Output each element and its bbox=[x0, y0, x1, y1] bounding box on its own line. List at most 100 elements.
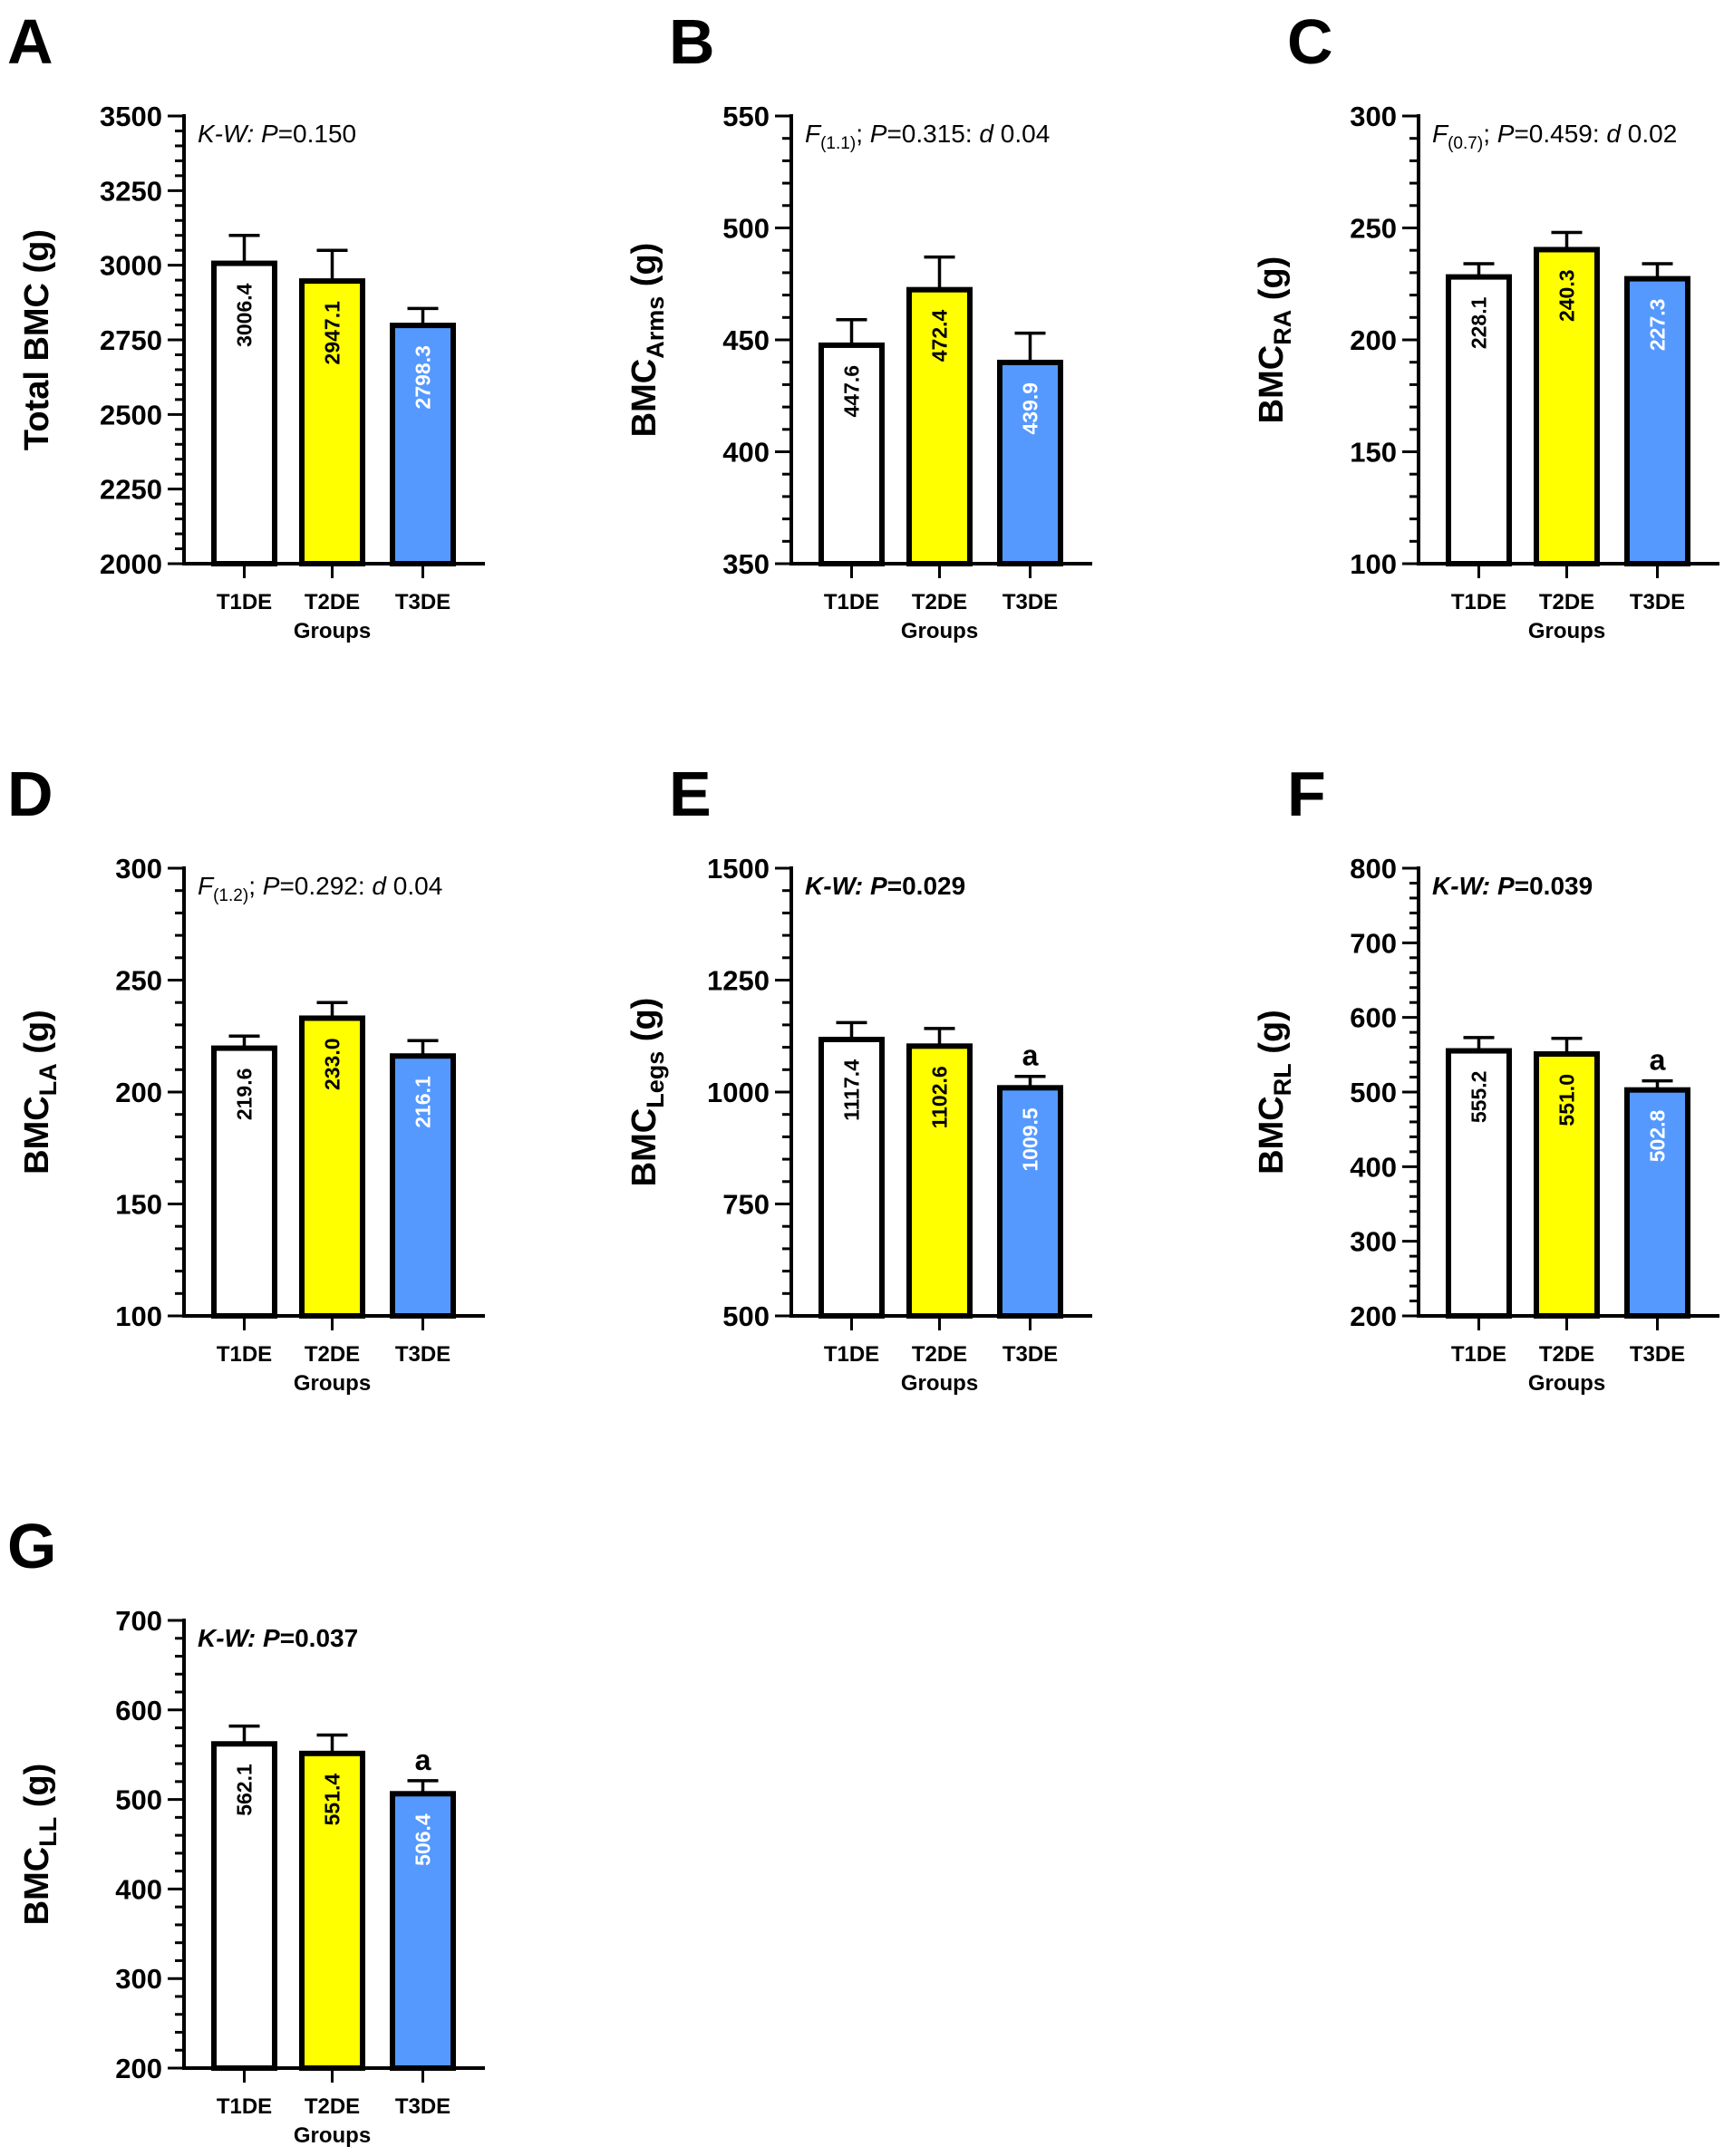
y-tick-label-g: 500 bbox=[115, 1784, 162, 1816]
panel-d: D 100 150 200 250 300 BMCLA (g) 219.6 T1DE 233.0 T… bbox=[7, 759, 485, 1396]
significance-letter-f: a bbox=[1650, 1044, 1666, 1077]
y-tick-label-b: 400 bbox=[722, 437, 770, 469]
y-tick-label-d: 100 bbox=[115, 1300, 162, 1332]
bar-value-label-c-2: 240.3 bbox=[1555, 269, 1579, 322]
bar-e-t1de bbox=[818, 1037, 885, 1319]
y-tick-label-g: 400 bbox=[115, 1873, 162, 1905]
panel-c: C 100 150 200 250 300 BMCRA (g) 228.1 T1DE 240.3 T… bbox=[1253, 6, 1719, 643]
y-axis-title-f: BMCRL (g) bbox=[1253, 1010, 1296, 1175]
bar-value-label-e-3: 1009.5 bbox=[1019, 1107, 1042, 1172]
y-tick-label-e: 1000 bbox=[707, 1077, 770, 1108]
bar-value-label-g-1: 562.1 bbox=[233, 1764, 257, 1816]
y-tick-label-g: 300 bbox=[115, 1963, 162, 1995]
stat-annotation-b: F(1.1); P=0.315: d 0.04 bbox=[805, 120, 1050, 153]
panel-a: A 2000 2250 2500 2750 3000 3250 3500 Total BMC (… bbox=[7, 6, 485, 643]
bar-value-label-b-1: 447.6 bbox=[840, 365, 864, 418]
bar-value-label-f-2: 551.0 bbox=[1555, 1074, 1579, 1126]
y-tick-label-f: 700 bbox=[1350, 927, 1397, 959]
y-tick-label-a: 2000 bbox=[100, 548, 162, 580]
significance-letter-e: a bbox=[1022, 1039, 1039, 1072]
y-tick-label-b: 550 bbox=[722, 101, 770, 132]
y-tick-label-c: 250 bbox=[1350, 213, 1397, 245]
x-tick-label-e-1: T1DE bbox=[824, 1342, 879, 1367]
stat-annotation-d: F(1.2); P=0.292: d 0.04 bbox=[198, 872, 442, 905]
bar-value-label-a-1: 3006.4 bbox=[233, 283, 257, 347]
x-tick-label-f-1: T1DE bbox=[1451, 1342, 1506, 1367]
x-tick-label-g-3: T3DE bbox=[395, 2094, 450, 2119]
y-tick-label-g: 600 bbox=[115, 1695, 162, 1726]
x-tick-label-d-3: T3DE bbox=[395, 1342, 450, 1367]
bar-value-label-d-3: 216.1 bbox=[412, 1076, 435, 1128]
bar-g-t2de bbox=[299, 1750, 365, 2071]
x-tick-label-b-1: T1DE bbox=[824, 590, 879, 614]
x-tick-label-f-3: T3DE bbox=[1630, 1342, 1685, 1367]
bar-value-label-f-3: 502.8 bbox=[1646, 1109, 1670, 1162]
y-tick-label-e: 1250 bbox=[707, 965, 770, 997]
panel-b: B 350 400 450 500 550 BMCArms (g) 447.6 T1DE 472.… bbox=[625, 6, 1092, 643]
y-tick-label-f: 600 bbox=[1350, 1002, 1397, 1034]
bar-value-label-g-3: 506.4 bbox=[412, 1813, 435, 1866]
panel-e: E 500 750 1000 1250 1500 BMCLegs (g) 1117.4 T1DE… bbox=[625, 759, 1092, 1396]
y-tick-label-d: 150 bbox=[115, 1189, 162, 1221]
y-tick-label-d: 200 bbox=[115, 1077, 162, 1108]
stat-annotation-a: K-W: P=0.150 bbox=[198, 120, 356, 148]
x-tick-label-a-3: T3DE bbox=[395, 590, 450, 614]
x-axis-title-c: Groups bbox=[1528, 619, 1605, 643]
bar-e-t3de bbox=[997, 1085, 1063, 1319]
x-axis-title-d: Groups bbox=[294, 1371, 371, 1396]
y-tick-label-a: 2250 bbox=[100, 474, 162, 506]
y-tick-label-d: 300 bbox=[115, 853, 162, 885]
x-tick-label-c-2: T2DE bbox=[1539, 590, 1594, 614]
bar-g-t1de bbox=[211, 1741, 277, 2072]
bar-value-label-f-1: 555.2 bbox=[1467, 1071, 1491, 1124]
panel-f: F 200 300 400 500 600 700 800 BMCRL (g) 555.2 T1DE… bbox=[1253, 759, 1719, 1396]
x-tick-label-f-2: T2DE bbox=[1539, 1342, 1594, 1367]
x-tick-label-d-2: T2DE bbox=[305, 1342, 360, 1367]
y-tick-label-b: 500 bbox=[722, 213, 770, 245]
panel-letter-e: E bbox=[669, 759, 712, 829]
significance-letter-g: a bbox=[415, 1744, 431, 1776]
bar-d-t3de bbox=[390, 1053, 456, 1320]
panel-g: G 200 300 400 500 600 700 BMCLL (g) 562.1 T1DE 551… bbox=[7, 1511, 485, 2148]
bar-value-label-g-2: 551.4 bbox=[321, 1774, 344, 1826]
bar-value-label-c-3: 227.3 bbox=[1646, 299, 1670, 352]
y-axis-title-d: BMCLA (g) bbox=[18, 1010, 62, 1175]
y-tick-label-a: 3000 bbox=[100, 250, 162, 282]
x-tick-label-a-2: T2DE bbox=[305, 590, 360, 614]
y-axis-title-b: BMCArms (g) bbox=[625, 243, 669, 438]
y-tick-label-b: 450 bbox=[722, 324, 770, 356]
y-axis-title-e: BMCLegs (g) bbox=[625, 998, 669, 1187]
bar-value-label-d-2: 233.0 bbox=[321, 1038, 344, 1090]
stat-annotation-e: K-W: P=0.029 bbox=[805, 872, 965, 900]
x-tick-label-g-2: T2DE bbox=[305, 2094, 360, 2119]
panel-letter-a: A bbox=[7, 6, 53, 77]
panel-letter-g: G bbox=[7, 1511, 56, 1581]
y-tick-label-c: 200 bbox=[1350, 324, 1397, 356]
x-tick-label-a-1: T1DE bbox=[217, 590, 272, 614]
y-tick-label-c: 100 bbox=[1350, 548, 1397, 580]
y-tick-label-g: 200 bbox=[115, 2053, 162, 2084]
bar-b-t3de bbox=[997, 359, 1063, 566]
panel-letter-b: B bbox=[669, 6, 715, 77]
panel-letter-f: F bbox=[1287, 759, 1326, 829]
stat-annotation-g: K-W: P=0.037 bbox=[198, 1624, 358, 1652]
x-tick-label-c-3: T3DE bbox=[1630, 590, 1685, 614]
y-axis-title-c: BMCRA (g) bbox=[1253, 256, 1296, 424]
bar-c-t3de bbox=[1624, 276, 1690, 566]
panel-letter-d: D bbox=[7, 759, 53, 829]
x-tick-label-g-1: T1DE bbox=[217, 2094, 272, 2119]
y-tick-label-e: 1500 bbox=[707, 853, 770, 885]
bar-value-label-c-1: 228.1 bbox=[1467, 296, 1491, 349]
x-tick-label-b-2: T2DE bbox=[912, 590, 967, 614]
bar-value-label-a-3: 2798.3 bbox=[412, 345, 435, 409]
y-tick-label-a: 3500 bbox=[100, 101, 162, 132]
y-tick-label-e: 750 bbox=[722, 1189, 770, 1221]
bar-value-label-b-3: 439.9 bbox=[1019, 382, 1042, 435]
bar-value-label-e-1: 1117.4 bbox=[840, 1059, 864, 1121]
x-tick-label-e-2: T2DE bbox=[912, 1342, 967, 1367]
y-tick-label-e: 500 bbox=[722, 1300, 770, 1332]
x-tick-label-d-1: T1DE bbox=[217, 1342, 272, 1367]
y-tick-label-f: 400 bbox=[1350, 1151, 1397, 1183]
bar-f-t1de bbox=[1446, 1048, 1512, 1319]
